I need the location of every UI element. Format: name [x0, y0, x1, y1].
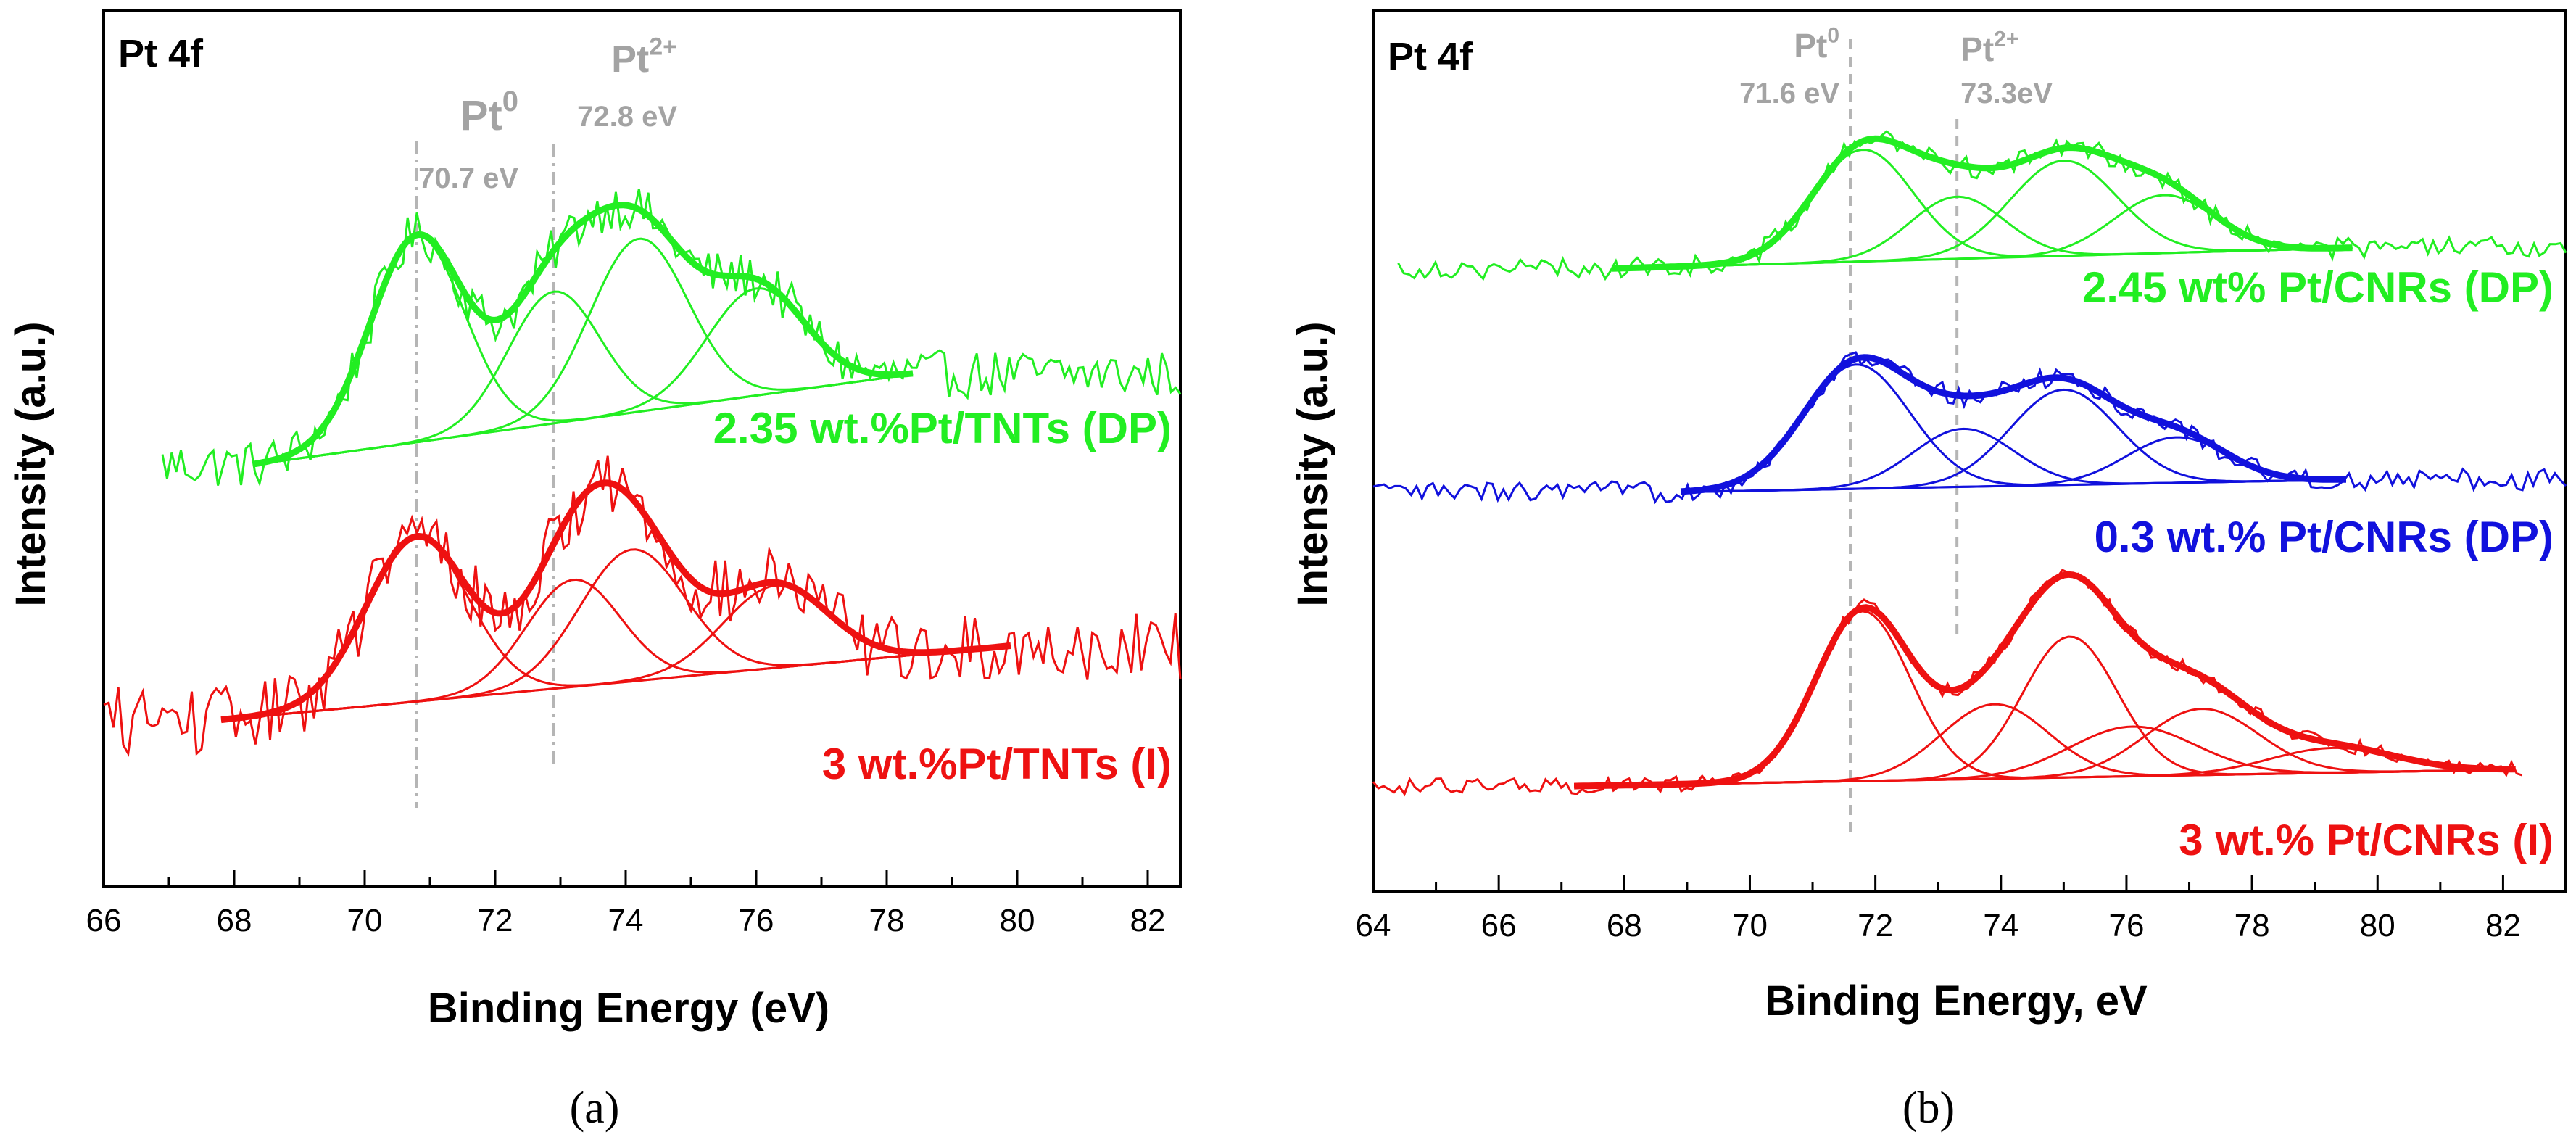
panel-b-x-tick-label: 64 [1356, 908, 1391, 943]
panel-b: Intensity (a.u.) Binding Energy, eV (b) … [1289, 9, 2567, 1133]
panel-a-ref-value-Pt2+: 72.8 eV [577, 101, 677, 133]
panel-b-series-1-raw-spectrum [1372, 351, 2567, 505]
panel-a-ylabel-text: Intensity (a.u.) [7, 321, 54, 606]
panel-b-series-2-peak-4 [1574, 707, 2516, 788]
panel-b-ref-value-Pt2+: 73.3eV [1960, 78, 2053, 109]
panel-a-x-tick-label: 76 [739, 903, 774, 938]
panel-b-series-0-envelope-fit [1611, 135, 2353, 272]
panel-b-series-2-raw-spectrum [1372, 569, 2522, 797]
panel-b-ref-label-sup: 0 [1827, 23, 1839, 47]
panel-a-xlabel: Binding Energy (eV) [428, 985, 829, 1032]
panel-a-x-tick-label: 82 [1130, 903, 1166, 938]
panel-a-ref-label-Pt2+: Pt2+ [611, 33, 677, 80]
panel-b-x-tick-label: 66 [1481, 908, 1517, 943]
panel-b-ref-label-Pt0: Pt0 [1794, 23, 1839, 65]
panel-b-ylabel: Intensity (a.u.) [1289, 321, 1336, 606]
panel-b-ref-label-Pt2+: Pt2+ [1960, 27, 2018, 68]
panel-a-series-1-raw-spectrum [103, 455, 1182, 757]
panel-a-ref-label-sup: 2+ [649, 33, 677, 61]
panel-a-x-tick-label: 80 [1000, 903, 1035, 938]
panel-b-series-2-label: 3 wt.% Pt/CNRs (I) [2179, 816, 2554, 864]
panel-b-x-tick-label: 72 [1858, 908, 1893, 943]
panel-a-caption: (a) [570, 1083, 620, 1133]
panel-a-series-0-envelope-fit [253, 202, 914, 468]
panel-a-series-1-label: 3 wt.%Pt/TNTs (I) [822, 740, 1172, 788]
panel-b-ylabel-text: Intensity (a.u.) [1289, 321, 1336, 606]
panel-b-ref-label-base: Pt [1794, 27, 1827, 65]
panel-a-frame [102, 9, 1182, 888]
panel-b-ref-value-Pt0: 71.6 eV [1739, 78, 1839, 109]
panel-b-series-2-peak-2 [1574, 635, 2516, 788]
panel-a: Intensity (a.u.) Binding Energy (eV) (a)… [7, 9, 1182, 1133]
panel-b-series-1-label: 0.3 wt.% Pt/CNRs (DP) [2095, 513, 2554, 561]
panel-b-x-tick-label: 78 [2235, 908, 2270, 943]
panel-b-ref-label-sup: 2+ [1994, 27, 2018, 51]
panel-a-title: Pt 4f [118, 32, 204, 75]
panel-b-xlabel: Binding Energy, eV [1765, 977, 2148, 1025]
panel-a-ref-label-base: Pt [460, 92, 502, 139]
panel-a-series-0-label: 2.35 wt.%Pt/TNTs (DP) [713, 404, 1172, 452]
panel-b-series-2: 3 wt.% Pt/CNRs (I) [1372, 569, 2554, 864]
panel-b-series-1: 0.3 wt.% Pt/CNRs (DP) [1372, 351, 2567, 561]
panel-b-series-1-envelope-fit [1680, 354, 2346, 495]
panel-b-series-2-peak-1 [1574, 703, 2516, 788]
panel-b-series-2-envelope-fit [1573, 571, 2516, 790]
panel-b-x-tick-label: 82 [2485, 908, 2521, 943]
panel-b-caption: (b) [1902, 1083, 1955, 1133]
panel-a-x-tick-label: 78 [869, 903, 905, 938]
panel-a-x-tick-label: 68 [217, 903, 252, 938]
panel-b-x-tick-label: 80 [2360, 908, 2395, 943]
panel-b-series-0: 2.45 wt% Pt/CNRs (DP) [1397, 130, 2567, 312]
panel-b-x-tick-label: 76 [2108, 908, 2144, 943]
panel-a-ylabel: Intensity (a.u.) [7, 321, 54, 606]
panel-b-x-tick-label: 70 [1732, 908, 1768, 943]
panel-a-series-0: 2.35 wt.%Pt/TNTs (DP) [161, 189, 1182, 487]
panel-a-series-1: 3 wt.%Pt/TNTs (I) [103, 455, 1182, 788]
panel-b-x-tick-label: 74 [1983, 908, 2018, 943]
panel-b-series-1-peak-0 [1681, 363, 2347, 493]
panel-b-x-tick-label: 68 [1607, 908, 1642, 943]
panel-a-x-tick-label: 66 [86, 903, 122, 938]
panel-a-x-tick-label: 70 [347, 903, 383, 938]
panel-a-ref-value-Pt0: 70.7 eV [418, 162, 518, 194]
panel-a-ref-label-Pt0: Pt0 [460, 86, 518, 139]
panel-b-ref-label-base: Pt [1960, 30, 1994, 68]
panel-a-x-tick-label: 72 [478, 903, 513, 938]
panel-a-ref-label-sup: 0 [502, 86, 518, 117]
panel-b-frame [1372, 9, 2567, 893]
panel-a-x-tick-label: 74 [608, 903, 644, 938]
panel-b-series-0-label: 2.45 wt% Pt/CNRs (DP) [2082, 263, 2554, 312]
panel-a-series-1-envelope-fit [220, 479, 1011, 724]
panel-b-title: Pt 4f [1388, 35, 1473, 78]
panel-a-ref-label-base: Pt [611, 38, 649, 80]
panel-a-series-1-peak-0 [220, 535, 1011, 722]
